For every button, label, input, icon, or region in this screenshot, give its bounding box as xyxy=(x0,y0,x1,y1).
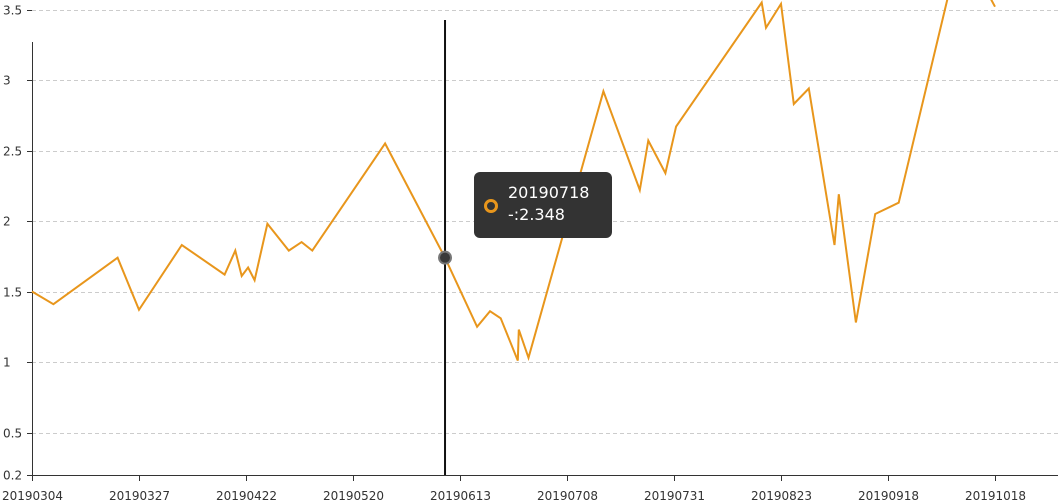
x-tick-label: 20190304 xyxy=(2,489,63,503)
x-tick-label: 20190731 xyxy=(644,489,705,503)
x-tick-label: 20190708 xyxy=(537,489,598,503)
tooltip: 20190718 -:2.348 xyxy=(474,172,612,238)
y-tick-label: 2.5 xyxy=(3,145,22,159)
y-tick-label: 2 xyxy=(3,215,11,229)
y-tick-label: 3.5 xyxy=(3,4,22,18)
series-area xyxy=(31,0,996,362)
x-tick-label: 20190823 xyxy=(751,489,812,503)
y-tick-label: 0.2 xyxy=(3,469,22,483)
x-tick-label: 20190520 xyxy=(323,489,384,503)
series-line xyxy=(31,0,996,362)
y-tick-label: 1.5 xyxy=(3,286,22,300)
grid-lines xyxy=(32,10,1058,434)
y-axis: 0.2 0.5 1 1.5 2 2.5 3 3.5 xyxy=(3,4,33,483)
x-tick-label: 20190613 xyxy=(430,489,491,503)
x-tick-label: 20190918 xyxy=(858,489,919,503)
hover-point xyxy=(438,250,453,265)
crosshair xyxy=(438,20,453,475)
y-tick-label: 1 xyxy=(3,356,11,370)
x-tick-label: 20190422 xyxy=(216,489,277,503)
x-axis: 20190304 20190327 20190422 20190520 20190613… xyxy=(2,475,1058,503)
tooltip-marker-icon xyxy=(484,199,498,213)
tooltip-category: 20190718 xyxy=(508,183,590,202)
tooltip-value: -:2.348 xyxy=(508,205,565,224)
y-tick-label: 0.5 xyxy=(3,427,22,441)
x-tick-label: 20191018 xyxy=(965,489,1026,503)
y-tick-label: 3 xyxy=(3,74,11,88)
x-tick-label: 20190327 xyxy=(109,489,170,503)
